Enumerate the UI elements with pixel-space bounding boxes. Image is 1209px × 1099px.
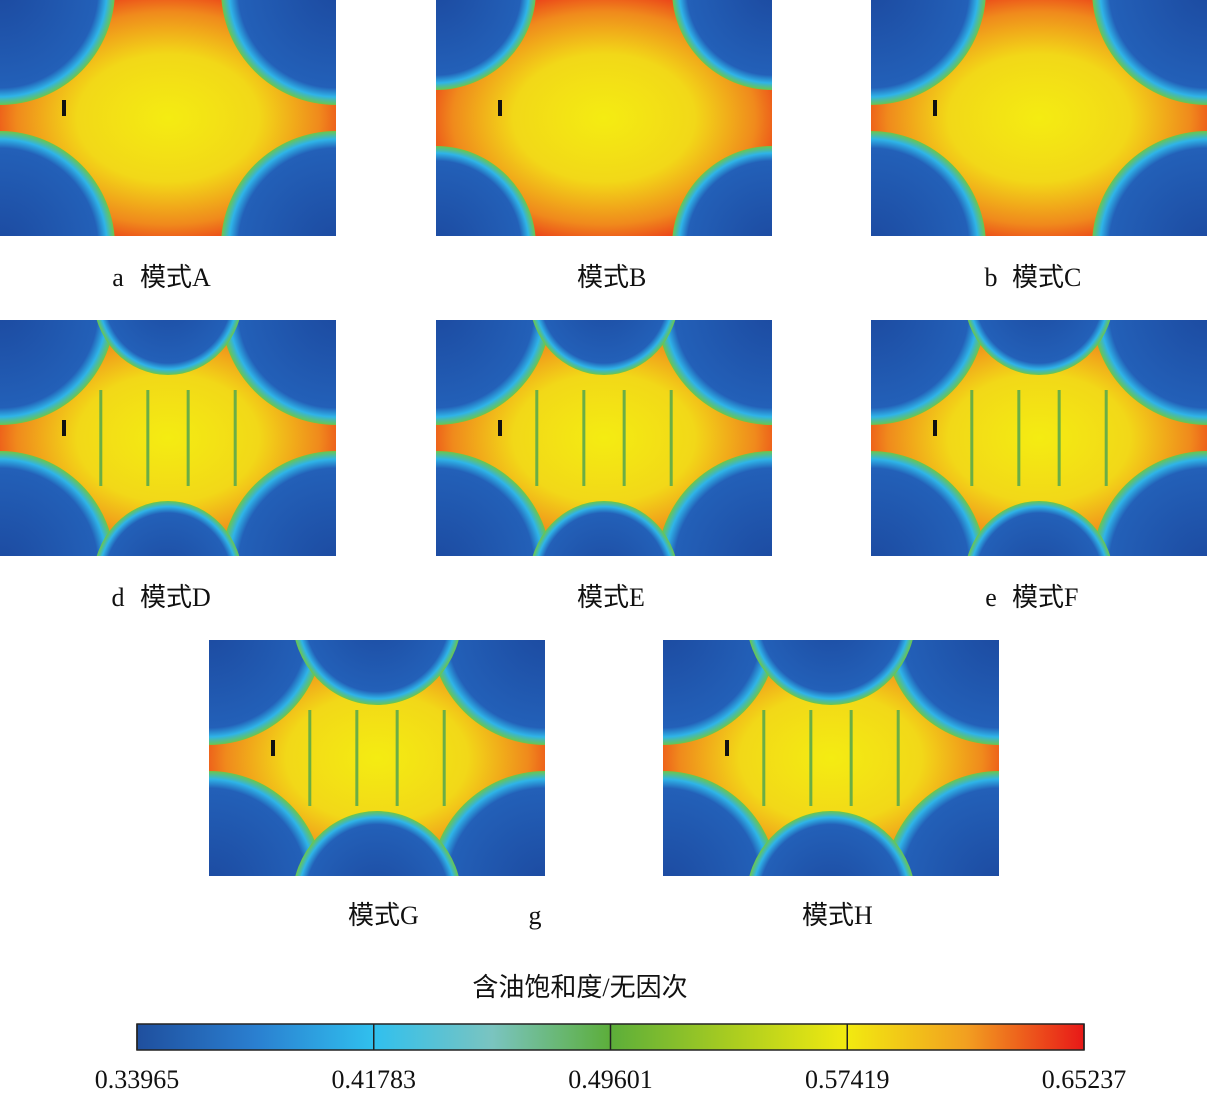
pore: [96, 320, 240, 375]
heatmap-panel: [663, 640, 999, 876]
pore: [295, 811, 459, 876]
panel-label: 模式G: [348, 901, 419, 930]
pore: [295, 640, 459, 705]
pore: [1092, 451, 1207, 556]
heatmap-panel: [436, 0, 772, 236]
pore: [430, 640, 545, 745]
colorbar-tick-label: 0.41783: [332, 1065, 417, 1094]
pore: [749, 811, 913, 876]
pore: [672, 0, 772, 90]
pore: [96, 501, 240, 556]
pore: [221, 0, 336, 105]
pore: [0, 131, 115, 236]
heatmap-panel: [209, 640, 545, 876]
panel-label: 模式F: [1012, 583, 1078, 612]
pore: [1092, 131, 1207, 236]
pore: [871, 320, 986, 425]
pore: [221, 320, 336, 425]
panel-label: 模式H: [802, 901, 873, 930]
pore: [436, 320, 551, 425]
pore: [749, 640, 913, 705]
pore: [1092, 0, 1207, 105]
pore: [663, 640, 778, 745]
pore: [532, 320, 676, 375]
pore: [871, 131, 986, 236]
well-marker: [271, 740, 275, 756]
pore: [532, 501, 676, 556]
pore: [436, 146, 536, 236]
panel-letter: b: [985, 263, 998, 292]
panel-letter: e: [985, 583, 997, 612]
panel-label: 模式C: [1012, 263, 1081, 292]
heatmap-panel: [871, 320, 1207, 556]
pore: [884, 771, 999, 876]
well-marker: [498, 420, 502, 436]
panel-letter: d: [112, 583, 125, 612]
pore: [430, 771, 545, 876]
heatmap-panel: [0, 0, 336, 236]
well-marker: [725, 740, 729, 756]
panel-label: 模式A: [140, 263, 211, 292]
panel-letter: g: [529, 901, 542, 930]
well-marker: [62, 100, 66, 116]
panel-label: 模式D: [140, 583, 211, 612]
pore: [672, 146, 772, 236]
pore: [871, 451, 986, 556]
colorbar-tick-label: 0.57419: [805, 1065, 890, 1094]
pore: [967, 501, 1111, 556]
pore: [209, 771, 324, 876]
colorbar-tick-label: 0.33965: [95, 1065, 180, 1094]
colorbar-title: 含油饱和度/无因次: [472, 973, 687, 1002]
well-marker: [933, 420, 937, 436]
well-marker: [62, 420, 66, 436]
panel-label: 模式B: [577, 263, 646, 292]
pore: [0, 0, 115, 105]
pore: [1092, 320, 1207, 425]
panel-label: 模式E: [577, 583, 645, 612]
pore: [0, 451, 115, 556]
pore: [657, 320, 772, 425]
pore: [967, 320, 1111, 375]
colorbar-tick-label: 0.49601: [568, 1065, 653, 1094]
pore: [209, 640, 324, 745]
heatmap-panel: [436, 320, 772, 556]
well-marker: [498, 100, 502, 116]
pore: [436, 0, 536, 90]
pore: [0, 320, 115, 425]
panel-letter: a: [112, 263, 124, 292]
colorbar-tick-label: 0.65237: [1042, 1065, 1127, 1094]
pore: [657, 451, 772, 556]
pore: [871, 0, 986, 105]
heatmap-panel: [871, 0, 1207, 236]
pore: [884, 640, 999, 745]
pore: [663, 771, 778, 876]
pore: [436, 451, 551, 556]
pore: [221, 131, 336, 236]
heatmap-panel: [0, 320, 336, 556]
well-marker: [933, 100, 937, 116]
pore: [221, 451, 336, 556]
